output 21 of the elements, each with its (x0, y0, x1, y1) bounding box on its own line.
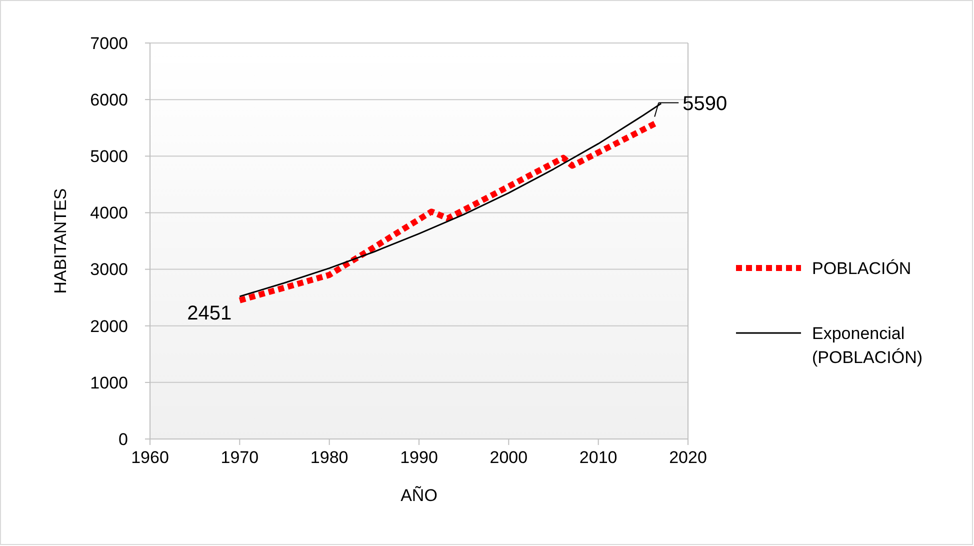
legend-label: Exponencial (POBLACIÓN) (812, 324, 923, 367)
y-tick-label: 1000 (90, 373, 128, 392)
y-tick-label: 0 (118, 430, 128, 449)
y-axis-title: HABITANTES (51, 188, 70, 294)
y-tick-label: 7000 (90, 34, 128, 53)
annotation: 5590 (682, 92, 728, 115)
x-tick-label: 2000 (490, 448, 528, 467)
annotation: 2451 (187, 302, 232, 324)
x-tick-label: 1980 (310, 448, 348, 467)
y-tick-label: 2000 (90, 316, 128, 336)
y-tick-label: 5000 (90, 147, 128, 166)
x-tick-label: 2020 (669, 448, 707, 467)
x-tick-label: 2010 (579, 448, 618, 467)
y-tick-label: 4000 (90, 204, 128, 223)
y-tick-label: 6000 (90, 90, 128, 110)
x-tick-label: 1990 (400, 448, 438, 467)
x-axis-title: AÑO (400, 486, 438, 505)
x-tick-label: 1970 (220, 448, 259, 467)
y-tick-label: 3000 (90, 260, 128, 280)
legend-label: POBLACIÓN (812, 258, 912, 278)
x-tick-label: 1960 (131, 448, 169, 467)
